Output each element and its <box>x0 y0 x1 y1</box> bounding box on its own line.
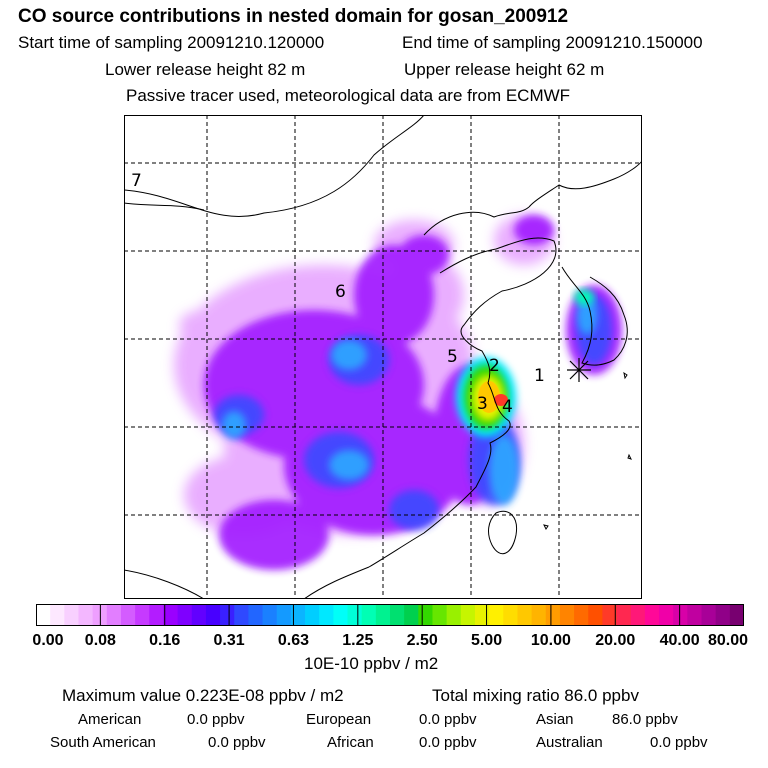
colorbar-cell <box>418 604 434 626</box>
region-label-3: 3 <box>477 394 488 414</box>
colorbar-cell <box>290 604 306 626</box>
colorbar-cell <box>644 604 660 626</box>
colorbar-cell <box>574 604 589 626</box>
colorbar-cell <box>404 604 419 626</box>
lower-release-height-label: Lower release height 82 m <box>105 60 306 79</box>
colorbar-cell <box>687 604 703 626</box>
colorbar-cell <box>673 604 688 626</box>
maximum-value: Maximum value 0.223E-08 ppbv / m2 <box>62 686 344 705</box>
colorbar-cell <box>78 604 94 626</box>
colorbar-cell <box>460 604 476 626</box>
colorbar-cell <box>64 604 80 626</box>
colorbar-cell <box>559 604 575 626</box>
colorbar-tick-label: 0.16 <box>149 632 181 649</box>
colorbar-cell <box>191 604 207 626</box>
colorbar <box>36 604 744 626</box>
australian-value: 0.0 ppbv <box>650 734 708 751</box>
colorbar-cell <box>474 604 490 626</box>
south-american-value: 0.0 ppbv <box>208 734 266 751</box>
region-labels: 1 2 3 4 5 6 7 <box>131 171 545 417</box>
colorbar-tick-label: 0.00 <box>32 632 64 649</box>
colorbar-cell <box>659 604 674 626</box>
colorbar-cell <box>205 604 221 626</box>
colorbar-tick-label: 5.00 <box>470 632 503 649</box>
colorbar-cell <box>149 604 165 626</box>
upper-release-height-label: Upper release height 62 m <box>404 60 605 79</box>
colorbar-cell <box>503 604 519 626</box>
colorbar-units: 10E-10 ppbv / m2 <box>304 654 439 673</box>
colorbar-tick-label: 0.63 <box>277 632 310 649</box>
start-time-label: Start time of sampling 20091210.120000 <box>18 33 325 52</box>
colorbar-cell <box>333 604 349 626</box>
colorbar-tick-label: 80.00 <box>707 632 749 649</box>
graticule <box>124 115 642 599</box>
colorbar-cell <box>361 604 377 626</box>
colorbar-cell <box>135 604 150 626</box>
region-label-7: 7 <box>131 171 142 191</box>
colorbar-tick-label: 10.00 <box>530 632 571 649</box>
european-value: 0.0 ppbv <box>419 711 477 728</box>
plot-title: CO source contributions in nested domain… <box>18 6 569 27</box>
colorbar-cell <box>50 604 65 626</box>
colorbar-cell <box>305 604 320 626</box>
total-mixing-ratio: Total mixing ratio 86.0 ppbv <box>432 686 639 705</box>
region-label-4: 4 <box>502 397 513 417</box>
colorbar-cell <box>106 604 122 626</box>
tracer-note: Passive tracer used, meteorological data… <box>126 86 571 105</box>
receptor-marker <box>567 358 591 382</box>
colorbar-cell <box>588 604 603 626</box>
colorbar-cell <box>177 604 193 626</box>
colorbar-cell <box>375 604 391 626</box>
source-contribution-map: 1 2 3 4 5 6 7 <box>124 115 642 599</box>
european-label: European <box>306 711 372 728</box>
region-label-2: 2 <box>489 356 500 376</box>
american-label: American <box>78 711 142 728</box>
colorbar-cell <box>234 604 249 626</box>
colorbar-tick-label: 40.00 <box>659 632 700 649</box>
colorbar-cell <box>390 604 405 626</box>
south-american-label: South American <box>50 734 156 751</box>
colorbar-cell <box>545 604 561 626</box>
asian-value: 86.0 ppbv <box>612 711 678 728</box>
concentration-field <box>174 215 622 570</box>
colorbar-cell <box>729 604 744 626</box>
colorbar-tick-label: 0.08 <box>84 632 116 649</box>
colorbar-cell <box>220 604 235 626</box>
colorbar-cell <box>446 604 462 626</box>
colorbar-cell <box>36 604 51 626</box>
colorbar-cell <box>517 604 533 626</box>
colorbar-cell <box>120 604 136 626</box>
colorbar-cell <box>319 604 334 626</box>
african-label: African <box>327 734 374 751</box>
colorbar-cell <box>630 604 646 626</box>
colorbar-cell <box>616 604 632 626</box>
colorbar-cell <box>347 604 363 626</box>
region-label-6: 6 <box>335 282 346 302</box>
african-value: 0.0 ppbv <box>419 734 477 751</box>
colorbar-cell <box>432 604 448 626</box>
colorbar-cell <box>276 604 292 626</box>
colorbar-tick-label: 1.25 <box>342 632 374 649</box>
australian-label: Australian <box>536 734 603 751</box>
colorbar-cell <box>715 604 731 626</box>
colorbar-cell <box>602 604 618 626</box>
american-value: 0.0 ppbv <box>187 711 245 728</box>
colorbar-cell <box>531 604 547 626</box>
colorbar-cell <box>701 604 717 626</box>
colorbar-cell <box>163 604 179 626</box>
colorbar-tick-label: 2.50 <box>406 632 438 649</box>
end-time-label: End time of sampling 20091210.150000 <box>402 33 703 52</box>
colorbar-cell <box>262 604 278 626</box>
colorbar-cell <box>248 604 264 626</box>
colorbar-cell <box>489 604 504 626</box>
colorbar-tick-label: 20.00 <box>595 632 636 649</box>
colorbar-tick-label: 0.31 <box>213 632 245 649</box>
region-label-1: 1 <box>534 366 545 386</box>
region-label-5: 5 <box>447 347 458 367</box>
asian-label: Asian <box>536 711 574 728</box>
